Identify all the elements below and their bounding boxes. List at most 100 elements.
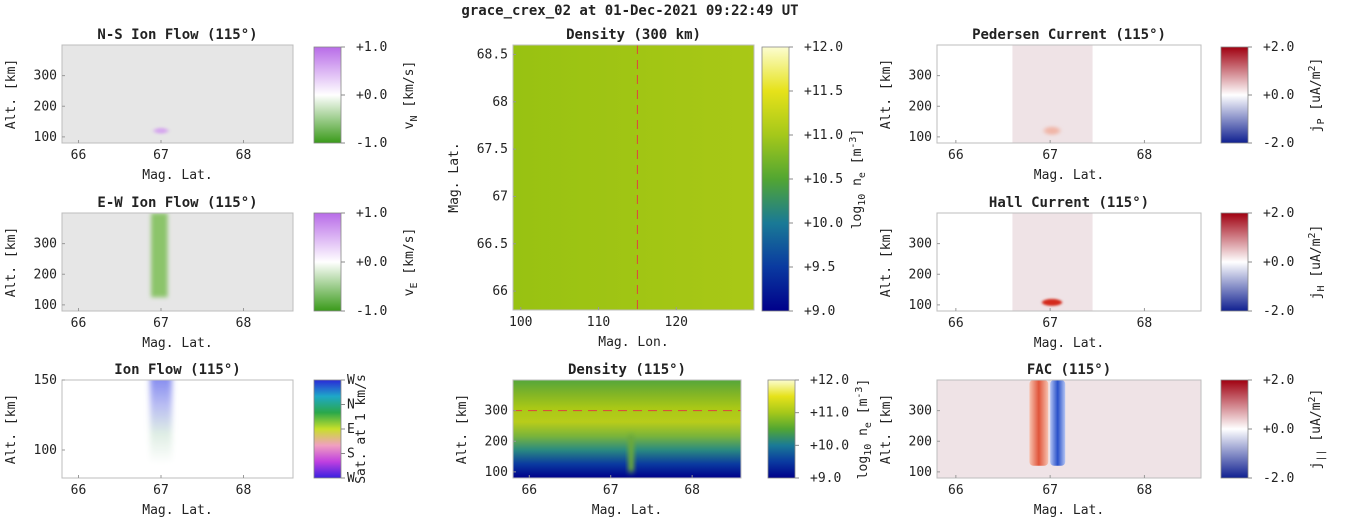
colorbar-label-part: 10	[863, 444, 874, 456]
y-tick-label: 300	[485, 404, 508, 419]
x-tick-label: 110	[587, 315, 610, 330]
x-tick-label: 66	[948, 148, 964, 163]
colorbar-label-part: n	[850, 178, 865, 194]
x-axis-label: Mag. Lat.	[592, 503, 662, 518]
y-axis-label: Alt. [km]	[879, 394, 894, 464]
y-tick-label: 100	[34, 443, 57, 458]
colorbar-tick-label: W	[347, 471, 355, 486]
x-tick-label: 66	[521, 483, 537, 498]
x-tick-label: 67	[1042, 316, 1058, 331]
x-axis-label: Mag. Lat.	[1034, 168, 1104, 183]
colorbar-label-part: [km/s]	[402, 61, 417, 116]
colorbar-scale	[767, 379, 796, 479]
axes-frame	[61, 44, 294, 144]
y-tick-label: 66	[492, 284, 508, 299]
plot-area	[62, 213, 293, 311]
colorbar-label-part: j	[1309, 462, 1324, 470]
x-tick-label: 68	[1137, 148, 1153, 163]
colorbar-label-part: 2	[1307, 65, 1318, 71]
x-tick-label: 66	[71, 148, 87, 163]
colorbar-tick-label: -1.0	[356, 136, 387, 151]
colorbar-label-part: [uA/m	[1309, 238, 1324, 285]
y-tick-label: 200	[909, 434, 932, 449]
y-tick-label: 200	[909, 99, 932, 114]
colorbar-tick-label: +0.0	[1263, 255, 1294, 270]
colorbar-label-part: E	[409, 282, 420, 288]
colorbar-scale	[1220, 46, 1249, 144]
panel-title: FAC (115°)	[1027, 362, 1111, 378]
current-band	[1012, 45, 1093, 143]
colorbar-tick-label: +0.0	[356, 88, 387, 103]
y-tick-label: 200	[485, 434, 508, 449]
y-tick-label: 150	[34, 373, 57, 388]
panel-title: Ion Flow (115°)	[114, 362, 240, 378]
panel-title: Density (300 km)	[566, 27, 701, 43]
plot-area	[937, 380, 1201, 478]
colorbar-label-part: ]	[1309, 389, 1324, 397]
y-tick-label: 68	[492, 95, 508, 110]
colorbar-scale	[1220, 379, 1249, 479]
y-axis-label: Alt. [km]	[4, 59, 19, 129]
panel-pedersen-current: 66 67 68 100 200 300 Pedersen Current (115°) Ma…	[879, 27, 1327, 183]
y-axis-label: Mag. Lat.	[447, 142, 462, 212]
colorbar-tick-label: +0.0	[1263, 422, 1294, 437]
colorbar-tick-label: +0.0	[1263, 88, 1294, 103]
axes-frame	[512, 379, 742, 479]
colorbar-scale	[313, 46, 342, 144]
heatmap-background	[513, 45, 754, 310]
x-tick-label: 120	[665, 315, 688, 330]
colorbar-label-part: [m	[856, 398, 871, 422]
colorbar-label-part: N	[409, 115, 420, 121]
colorbar-label-part: v	[402, 288, 417, 296]
x-tick-label: 67	[153, 483, 169, 498]
plot-area	[937, 45, 1201, 143]
x-tick-label: 68	[1137, 483, 1153, 498]
flow-feature	[154, 127, 168, 134]
colorbar-tick-label: +11.0	[810, 406, 849, 421]
colorbar: +2.0 +0.0 -2.0 jP [uA/m2]	[1220, 40, 1327, 151]
colorbar-label-part: 2	[1307, 232, 1318, 238]
y-tick-label: 67	[492, 189, 508, 204]
x-tick-label: 66	[948, 483, 964, 498]
y-tick-label: 300	[34, 237, 57, 252]
x-tick-label: 67	[153, 148, 169, 163]
colorbar-label-part: ]	[850, 129, 865, 137]
colorbar-tick-label: +9.0	[810, 471, 841, 486]
x-tick-label: 67	[153, 316, 169, 331]
axes-frame	[936, 379, 1202, 479]
y-tick-label: 68.5	[477, 47, 508, 62]
colorbar: +1.0 +0.0 -1.0 vN [km/s]	[313, 40, 420, 151]
axes-frame	[61, 212, 294, 312]
y-tick-label: 66.5	[477, 237, 508, 252]
y-tick-label: 300	[909, 69, 932, 84]
current-feature	[1044, 126, 1061, 135]
colorbar-label-part: 10	[857, 194, 868, 206]
colorbar-label: Sat. at 1 km/s	[354, 374, 369, 484]
flow-feature	[150, 380, 172, 464]
heatmap-background	[62, 45, 293, 143]
colorbar-tick-label: +2.0	[1263, 206, 1294, 221]
colorbar-tick-label: W	[347, 373, 355, 388]
panel-title: E-W Ion Flow (115°)	[97, 195, 257, 211]
x-tick-label: 66	[71, 483, 87, 498]
y-axis-label: Alt. [km]	[879, 59, 894, 129]
colorbar-tick-label: S	[347, 447, 355, 462]
x-tick-label: 66	[71, 316, 87, 331]
x-axis-label: Mag. Lon.	[598, 335, 668, 350]
y-tick-label: 67.5	[477, 142, 508, 157]
figure-title: grace_crex_02 at 01-Dec-2021 09:22:49 UT	[461, 3, 798, 19]
heatmap-background	[513, 380, 741, 478]
colorbar: +12.0 +11.0 +10.0 +9.0 log10 ne [m-3]	[767, 373, 874, 486]
panel-ion-flow: 66 67 68 100 150 Ion Flow (115°) Mag. Lat. Alt.…	[4, 362, 369, 518]
panel-title: Pedersen Current (115°)	[972, 27, 1166, 43]
plot-area	[513, 45, 754, 310]
y-tick-label: 300	[34, 69, 57, 84]
y-tick-label: 100	[909, 130, 932, 145]
plot-area	[62, 380, 293, 478]
axes-frame	[512, 44, 755, 311]
panel-density-map: 100 110 120 68.5 68 67.5 67 66.5 66 Density (300 …	[447, 27, 868, 350]
colorbar-label: jP [uA/m2]	[1307, 58, 1327, 133]
axes-frame	[936, 212, 1202, 312]
y-axis-label: Alt. [km]	[4, 394, 19, 464]
